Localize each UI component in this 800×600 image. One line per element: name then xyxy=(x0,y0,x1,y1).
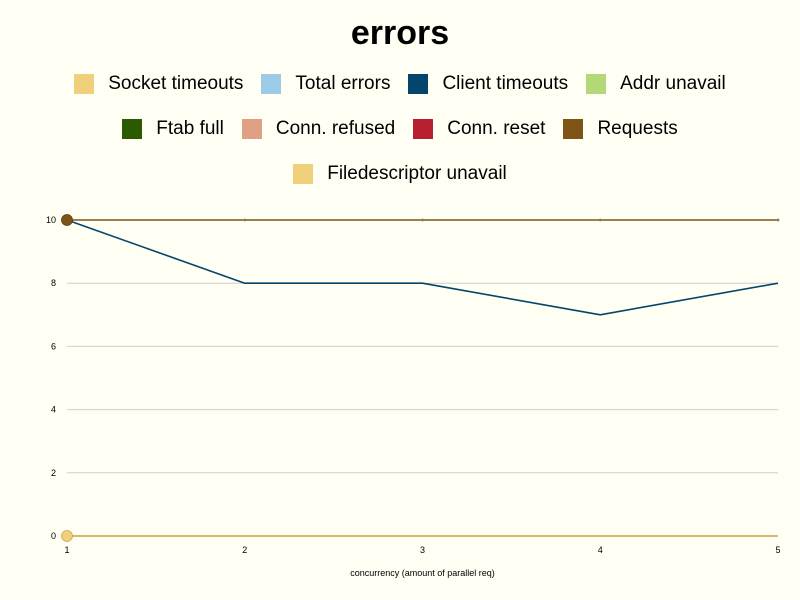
legend-swatch xyxy=(241,119,262,139)
legend-item: Addr unavail xyxy=(586,73,726,95)
legend-swatch xyxy=(408,74,429,94)
legend-item: Socket timeouts xyxy=(74,73,243,95)
legend-item: Conn. reset xyxy=(413,118,545,140)
y-tick-label: 0 xyxy=(51,531,56,541)
x-axis-label: concurrency (amount of parallel req) xyxy=(350,568,495,578)
data-point xyxy=(243,218,247,222)
legend-swatch xyxy=(122,119,143,139)
series-line xyxy=(66,219,779,316)
x-tick-label: 5 xyxy=(775,545,780,555)
y-tick-label: 8 xyxy=(51,278,56,288)
legend-item: Filedescriptor unavail xyxy=(293,163,507,185)
y-tick-label: 2 xyxy=(51,468,56,478)
data-point xyxy=(61,214,73,226)
legend-label: Ftab full xyxy=(156,118,224,139)
legend-row: Socket timeouts Total errors Client timeou… xyxy=(0,73,800,95)
legend-label: Conn. reset xyxy=(447,118,546,139)
x-tick-label: 4 xyxy=(598,545,603,555)
legend-item: Total errors xyxy=(261,73,390,95)
legend-swatch xyxy=(413,119,434,139)
x-tick-label: 3 xyxy=(420,545,425,555)
data-point xyxy=(776,218,780,222)
legend-label: Conn. refused xyxy=(275,118,396,139)
legend-item: Conn. refused xyxy=(241,118,396,140)
legend-label: Socket timeouts xyxy=(108,73,244,94)
legend-item: Ftab full xyxy=(122,118,224,140)
legend-row: Ftab full Conn. refused Conn. reset Request… xyxy=(0,118,800,140)
legend-swatch xyxy=(293,164,314,184)
data-point xyxy=(598,218,602,222)
y-tick-label: 10 xyxy=(46,215,56,225)
chart-title: errors xyxy=(350,14,450,52)
legend-swatch xyxy=(586,74,607,94)
legend-row: Filedescriptor unavail xyxy=(0,163,800,185)
x-tick-label: 1 xyxy=(64,545,69,555)
legend-swatch xyxy=(563,119,584,139)
y-tick-label: 4 xyxy=(51,405,56,415)
data-point xyxy=(61,530,73,542)
legend-label: Total errors xyxy=(295,73,391,94)
legend-item: Requests xyxy=(563,118,678,140)
legend-label: Addr unavail xyxy=(620,73,726,94)
legend-item: Client timeouts xyxy=(408,73,568,95)
data-point xyxy=(421,218,424,222)
legend-label: Client timeouts xyxy=(442,73,569,94)
legend-label: Filedescriptor unavail xyxy=(327,163,507,184)
legend-label: Requests xyxy=(597,118,678,139)
legend-swatch xyxy=(261,74,282,94)
y-tick-label: 6 xyxy=(51,341,56,351)
x-tick-label: 2 xyxy=(242,545,247,555)
legend-swatch xyxy=(74,74,95,94)
